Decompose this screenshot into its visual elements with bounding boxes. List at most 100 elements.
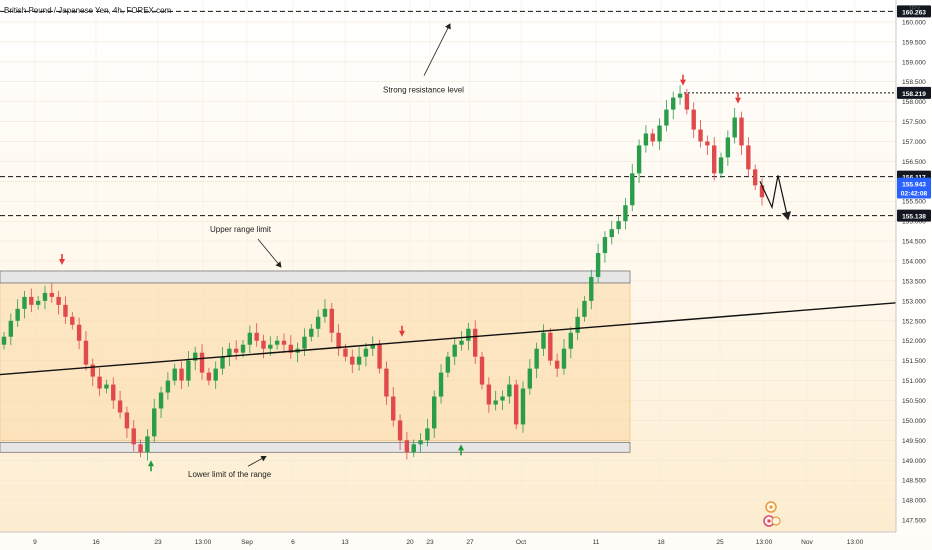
candle-body (309, 328, 314, 337)
price-label-box (897, 186, 931, 199)
candle-body (684, 93, 690, 110)
candle-body (609, 229, 614, 238)
candle-body (15, 308, 20, 321)
annotation-text: Strong resistance level (383, 86, 464, 95)
candle-body (527, 368, 533, 389)
candle-body (623, 205, 628, 222)
candle-body (193, 352, 198, 361)
candle-body (288, 344, 294, 353)
annotation-arrow (423, 23, 451, 76)
candle-body (432, 396, 437, 429)
candle-body (657, 125, 662, 142)
event-markers[interactable] (763, 501, 781, 527)
candle-body (677, 93, 683, 98)
candle-body (247, 332, 253, 345)
zone-band (0, 270, 631, 284)
event-marker-icon[interactable] (771, 516, 781, 526)
x-axis-panel[interactable] (0, 532, 896, 550)
candle-body (111, 384, 116, 401)
event-marker-dot-icon (767, 519, 771, 523)
candles (1, 85, 765, 461)
candle-body (384, 368, 389, 397)
candle-body (479, 356, 485, 385)
candle-body (746, 145, 751, 170)
candle-body (29, 296, 34, 305)
candle-body (281, 340, 287, 345)
y-tick-label: 156.500 (902, 159, 926, 166)
y-axis: 160.000 159.500 159.000 158.500 158.000 157.5… (902, 19, 926, 524)
x-tick-label: 13:00 (847, 539, 864, 546)
projection-arrow (759, 175, 792, 221)
y-tick-label: 147.500 (902, 518, 926, 525)
candle-body (575, 316, 580, 333)
price-labels: 160.263158.219156.117155.94302:42:08155.… (897, 5, 931, 222)
candle-body (404, 440, 410, 453)
x-tick-label: 6 (291, 539, 295, 546)
y-tick-label: 154.000 (902, 259, 926, 266)
y-tick-label: 148.500 (902, 478, 926, 485)
candle-body (90, 364, 95, 377)
y-tick-label: 151.000 (902, 378, 926, 385)
y-tick-label: 155.000 (902, 219, 926, 226)
candle-body (233, 348, 239, 353)
x-tick-label: 16 (92, 539, 100, 546)
candle-body (664, 109, 669, 126)
price-label-text: 158.219 (902, 91, 926, 98)
x-tick-label: 13:00 (195, 539, 212, 546)
candle-body (350, 356, 355, 365)
candle-body (595, 253, 601, 277)
candle-body (145, 436, 150, 453)
candle-body (35, 300, 41, 305)
candle-body (520, 388, 526, 425)
level-lines (0, 10, 896, 217)
candle-body (493, 400, 498, 405)
x-tick-label: 18 (657, 539, 665, 546)
event-marker-dot-icon (769, 505, 773, 509)
candle-body (507, 384, 512, 397)
candle-body (568, 332, 573, 349)
sell-arrow-icon (399, 330, 405, 337)
candle-body (22, 296, 27, 309)
x-tick-label: 20 (406, 539, 414, 546)
y-tick-label: 149.500 (902, 438, 926, 445)
candle-body (104, 384, 109, 389)
candle-body (165, 380, 171, 393)
candle-body (698, 129, 703, 142)
candle-body (602, 237, 608, 254)
annotation-text: Lower limit of the range (188, 470, 272, 479)
candle-body (220, 356, 225, 369)
candle-body (616, 221, 621, 230)
y-tick-label: 159.000 (902, 59, 926, 66)
x-tick-label: 11 (593, 539, 600, 546)
candle-body (56, 296, 61, 305)
buy-arrow-icon (458, 444, 464, 451)
x-tick-label: Sep (241, 539, 253, 546)
candle-body (179, 368, 184, 381)
annotation-arrow (247, 455, 267, 467)
x-tick-label: 13:00 (756, 539, 773, 546)
candle-body (49, 292, 55, 297)
candle-body (8, 320, 14, 337)
candle-body (268, 344, 273, 349)
candle-body (630, 173, 635, 206)
y-tick-label: 158.500 (902, 79, 926, 86)
price-label-box (897, 5, 931, 18)
y-tick-label: 150.500 (902, 398, 926, 405)
candle-body (472, 328, 478, 357)
candle-body (718, 157, 724, 174)
candle-body (705, 141, 710, 146)
candle-body (254, 332, 259, 341)
y-tick-label: 153.500 (902, 278, 926, 285)
candle-body (445, 356, 451, 373)
candle-body (534, 348, 539, 369)
candle-body (63, 304, 68, 317)
y-tick-label: 148.000 (902, 498, 926, 505)
y-tick-label: 153.000 (902, 298, 926, 305)
candle-body (425, 428, 430, 441)
candle-body (356, 356, 362, 365)
candle-body (643, 133, 649, 146)
candle-body (725, 137, 731, 158)
x-tick-label: 23 (154, 539, 162, 546)
price-label-box (897, 86, 931, 99)
